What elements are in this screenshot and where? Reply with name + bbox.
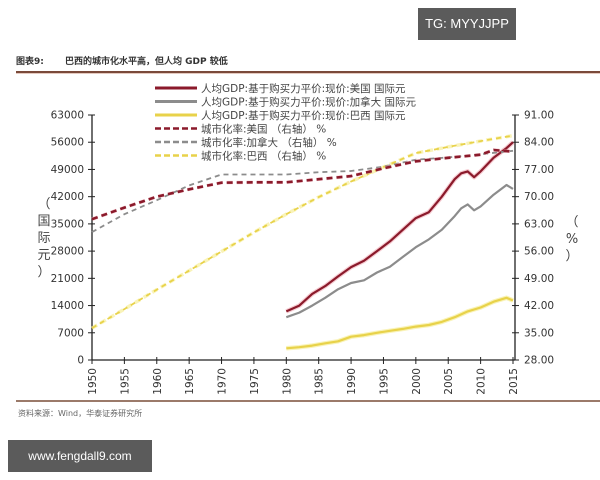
right-axis-title-char: ） xyxy=(565,249,578,264)
chart-axes: 63000 56000 49000 42000 35000 28000 21000 14000… xyxy=(37,110,578,395)
right-tick-label: 28.00 xyxy=(524,355,554,367)
legend-label: 人均GDP:基于购买力平价:现价:加拿大 国际元 xyxy=(201,96,417,109)
source-note: 资料来源：Wind，华泰证券研究所 xyxy=(18,409,143,418)
x-tick-label: 1960 xyxy=(152,368,164,395)
x-tick-label: 1995 xyxy=(378,368,390,395)
x-tick-label: 2005 xyxy=(443,368,455,395)
x-tick-label: 1955 xyxy=(119,368,131,395)
x-tick-label: 1975 xyxy=(249,368,261,395)
right-tick-label: 49.00 xyxy=(524,273,554,285)
left-axis-title-char: ） xyxy=(37,265,50,280)
right-tick-label: 35.00 xyxy=(524,327,554,339)
series-line xyxy=(286,296,514,350)
legend-label: 人均GDP:基于购买力平价:现价:美国 国际元 xyxy=(201,82,406,95)
right-tick-label: 77.00 xyxy=(524,164,554,176)
legend-label: 城市化率:美国 （右轴） % xyxy=(201,123,326,136)
series-line xyxy=(91,148,514,221)
x-tick-label: 1970 xyxy=(217,368,229,395)
series-line xyxy=(285,183,514,319)
series-line xyxy=(91,134,514,329)
figure-title-text: 巴西的城市化水平高，但人均 GDP 较低 xyxy=(65,57,228,67)
chart-legend: 人均GDP:基于购买力平价:现价:美国 国际元人均GDP:基于购买力平价:现价:… xyxy=(155,82,417,163)
right-axis-title-char: % xyxy=(566,232,578,247)
bottom-divider xyxy=(16,400,600,402)
x-tick-label: 2010 xyxy=(476,368,488,395)
right-tick-label: 63.00 xyxy=(524,218,554,230)
series-line xyxy=(91,149,514,233)
x-tick-label: 1990 xyxy=(346,368,358,395)
left-tick-label: 21000 xyxy=(51,273,84,285)
left-axis-title-char: 际 xyxy=(37,231,50,246)
right-tick-label: 42.00 xyxy=(524,300,554,312)
legend-label: 城市化率:巴西 （右轴） % xyxy=(201,150,326,163)
right-tick-label: 84.00 xyxy=(524,137,554,149)
right-tick-label: 91.00 xyxy=(524,110,554,122)
x-tick-label: 1985 xyxy=(314,368,326,395)
right-tick-label: 56.00 xyxy=(524,246,554,258)
x-tick-label: 1965 xyxy=(184,368,196,395)
series-line xyxy=(285,141,514,313)
chart-lines xyxy=(91,133,515,351)
left-tick-label: 28000 xyxy=(51,246,84,258)
figure-number: 图表9: xyxy=(16,57,44,67)
x-tick-label: 1950 xyxy=(87,368,99,395)
figure-title: 图表9: 巴西的城市化水平高，但人均 GDP 较低 xyxy=(16,54,228,67)
left-tick-label: 49000 xyxy=(51,164,84,176)
x-tick-label: 2015 xyxy=(508,368,520,395)
legend-label: 城市化率:加拿大 （右轴） % xyxy=(201,136,337,149)
left-tick-label: 14000 xyxy=(51,300,84,312)
left-tick-label: 56000 xyxy=(51,137,84,149)
title-divider-shadow xyxy=(16,73,600,74)
right-axis-title-char: （ xyxy=(565,215,578,230)
x-tick-label: 1980 xyxy=(281,368,293,395)
left-axis-title-char: 国 xyxy=(37,214,50,229)
left-tick-label: 35000 xyxy=(51,218,84,230)
left-axis-title-char: （ xyxy=(37,197,50,212)
website-watermark-badge: www.fengdall9.com xyxy=(8,440,152,472)
legend-label: 人均GDP:基于购买力平价:现价:巴西 国际元 xyxy=(201,109,406,122)
x-tick-label: 2000 xyxy=(411,368,423,395)
title-divider xyxy=(16,71,600,73)
left-tick-label: 42000 xyxy=(51,191,84,203)
left-tick-label: 63000 xyxy=(51,110,84,122)
telegram-watermark-badge: TG: MYYJJPP xyxy=(418,8,516,40)
left-tick-label: 0 xyxy=(77,355,84,367)
left-tick-label: 7000 xyxy=(57,327,84,339)
left-axis-title-char: 元 xyxy=(37,248,50,263)
right-tick-label: 70.00 xyxy=(524,191,554,203)
